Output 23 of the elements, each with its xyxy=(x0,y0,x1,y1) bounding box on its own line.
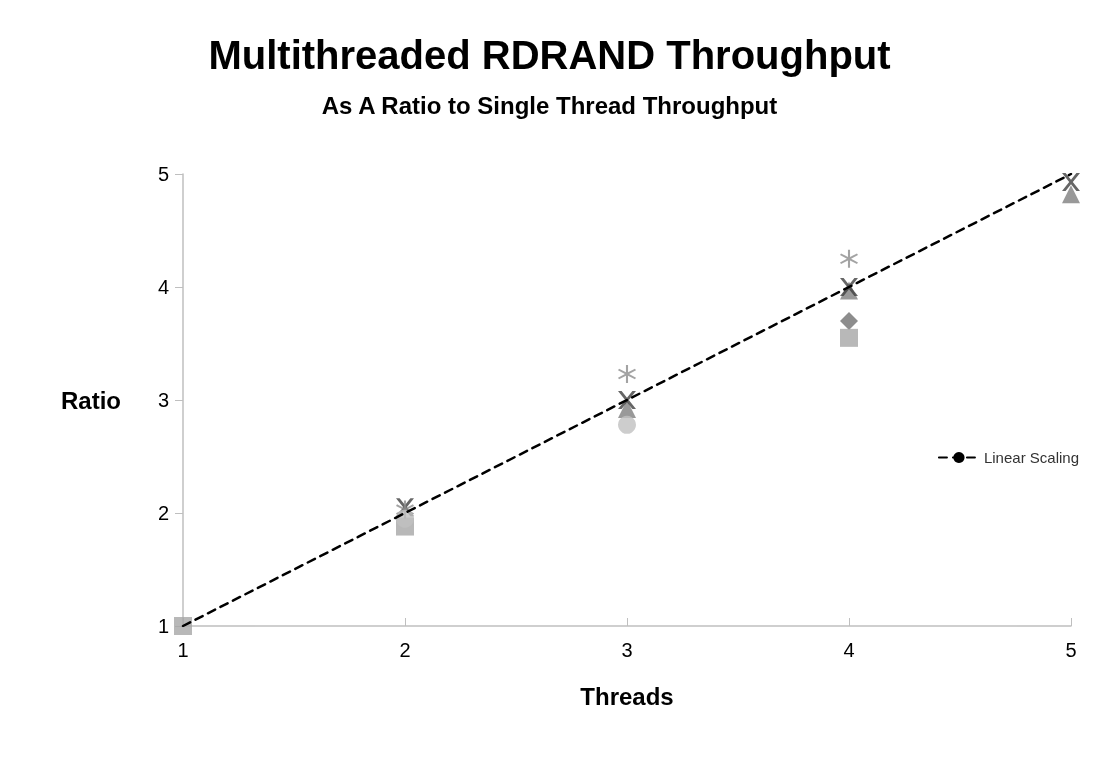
x-tick-label: 1 xyxy=(177,639,189,661)
y-tick-label: 3 xyxy=(157,389,169,411)
x-tick-label: 2 xyxy=(399,639,411,661)
point xyxy=(1062,172,1080,191)
x-axis-title: Threads xyxy=(580,682,674,710)
chart-title: Multithreaded RDRAND Throughput xyxy=(208,33,891,77)
x-tick-label: 5 xyxy=(1065,639,1077,661)
point xyxy=(174,617,192,635)
y-tick-label: 4 xyxy=(157,276,169,298)
point xyxy=(618,415,636,434)
y-tick-label: 2 xyxy=(157,502,169,524)
legend-label: Linear Scaling xyxy=(983,449,1079,466)
y-axis-title: Ratio xyxy=(61,386,121,414)
x-tick-label: 4 xyxy=(843,639,855,661)
point xyxy=(840,249,858,268)
y-tick-label: 1 xyxy=(157,615,169,637)
x-tick-label: 3 xyxy=(621,639,633,661)
chart-subtitle: As A Ratio to Single Thread Throughput xyxy=(321,91,778,119)
point xyxy=(618,365,636,384)
point xyxy=(840,328,858,347)
point xyxy=(840,311,858,330)
point xyxy=(1062,185,1080,204)
y-tick-label: 5 xyxy=(157,163,169,185)
